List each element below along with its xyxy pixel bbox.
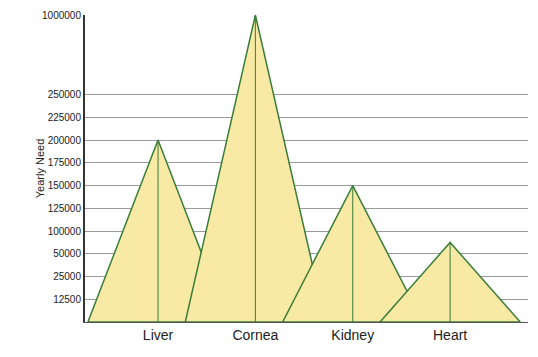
svg-text:25000: 25000 <box>53 271 81 282</box>
svg-text:225000: 225000 <box>48 112 82 123</box>
svg-text:Kidney: Kidney <box>331 327 374 343</box>
svg-text:250000: 250000 <box>48 89 82 100</box>
svg-text:200000: 200000 <box>48 135 82 146</box>
svg-text:100000: 100000 <box>48 226 82 237</box>
svg-text:Liver: Liver <box>143 327 174 343</box>
svg-text:50000: 50000 <box>53 248 81 259</box>
svg-text:Heart: Heart <box>433 327 467 343</box>
svg-text:Cornea: Cornea <box>232 327 278 343</box>
svg-text:Yearly Need: Yearly Need <box>34 139 46 199</box>
svg-text:175000: 175000 <box>48 157 82 168</box>
svg-text:12500: 12500 <box>53 294 81 305</box>
svg-text:1000000: 1000000 <box>42 10 81 21</box>
svg-text:125000: 125000 <box>48 203 82 214</box>
svg-text:150000: 150000 <box>48 180 82 191</box>
